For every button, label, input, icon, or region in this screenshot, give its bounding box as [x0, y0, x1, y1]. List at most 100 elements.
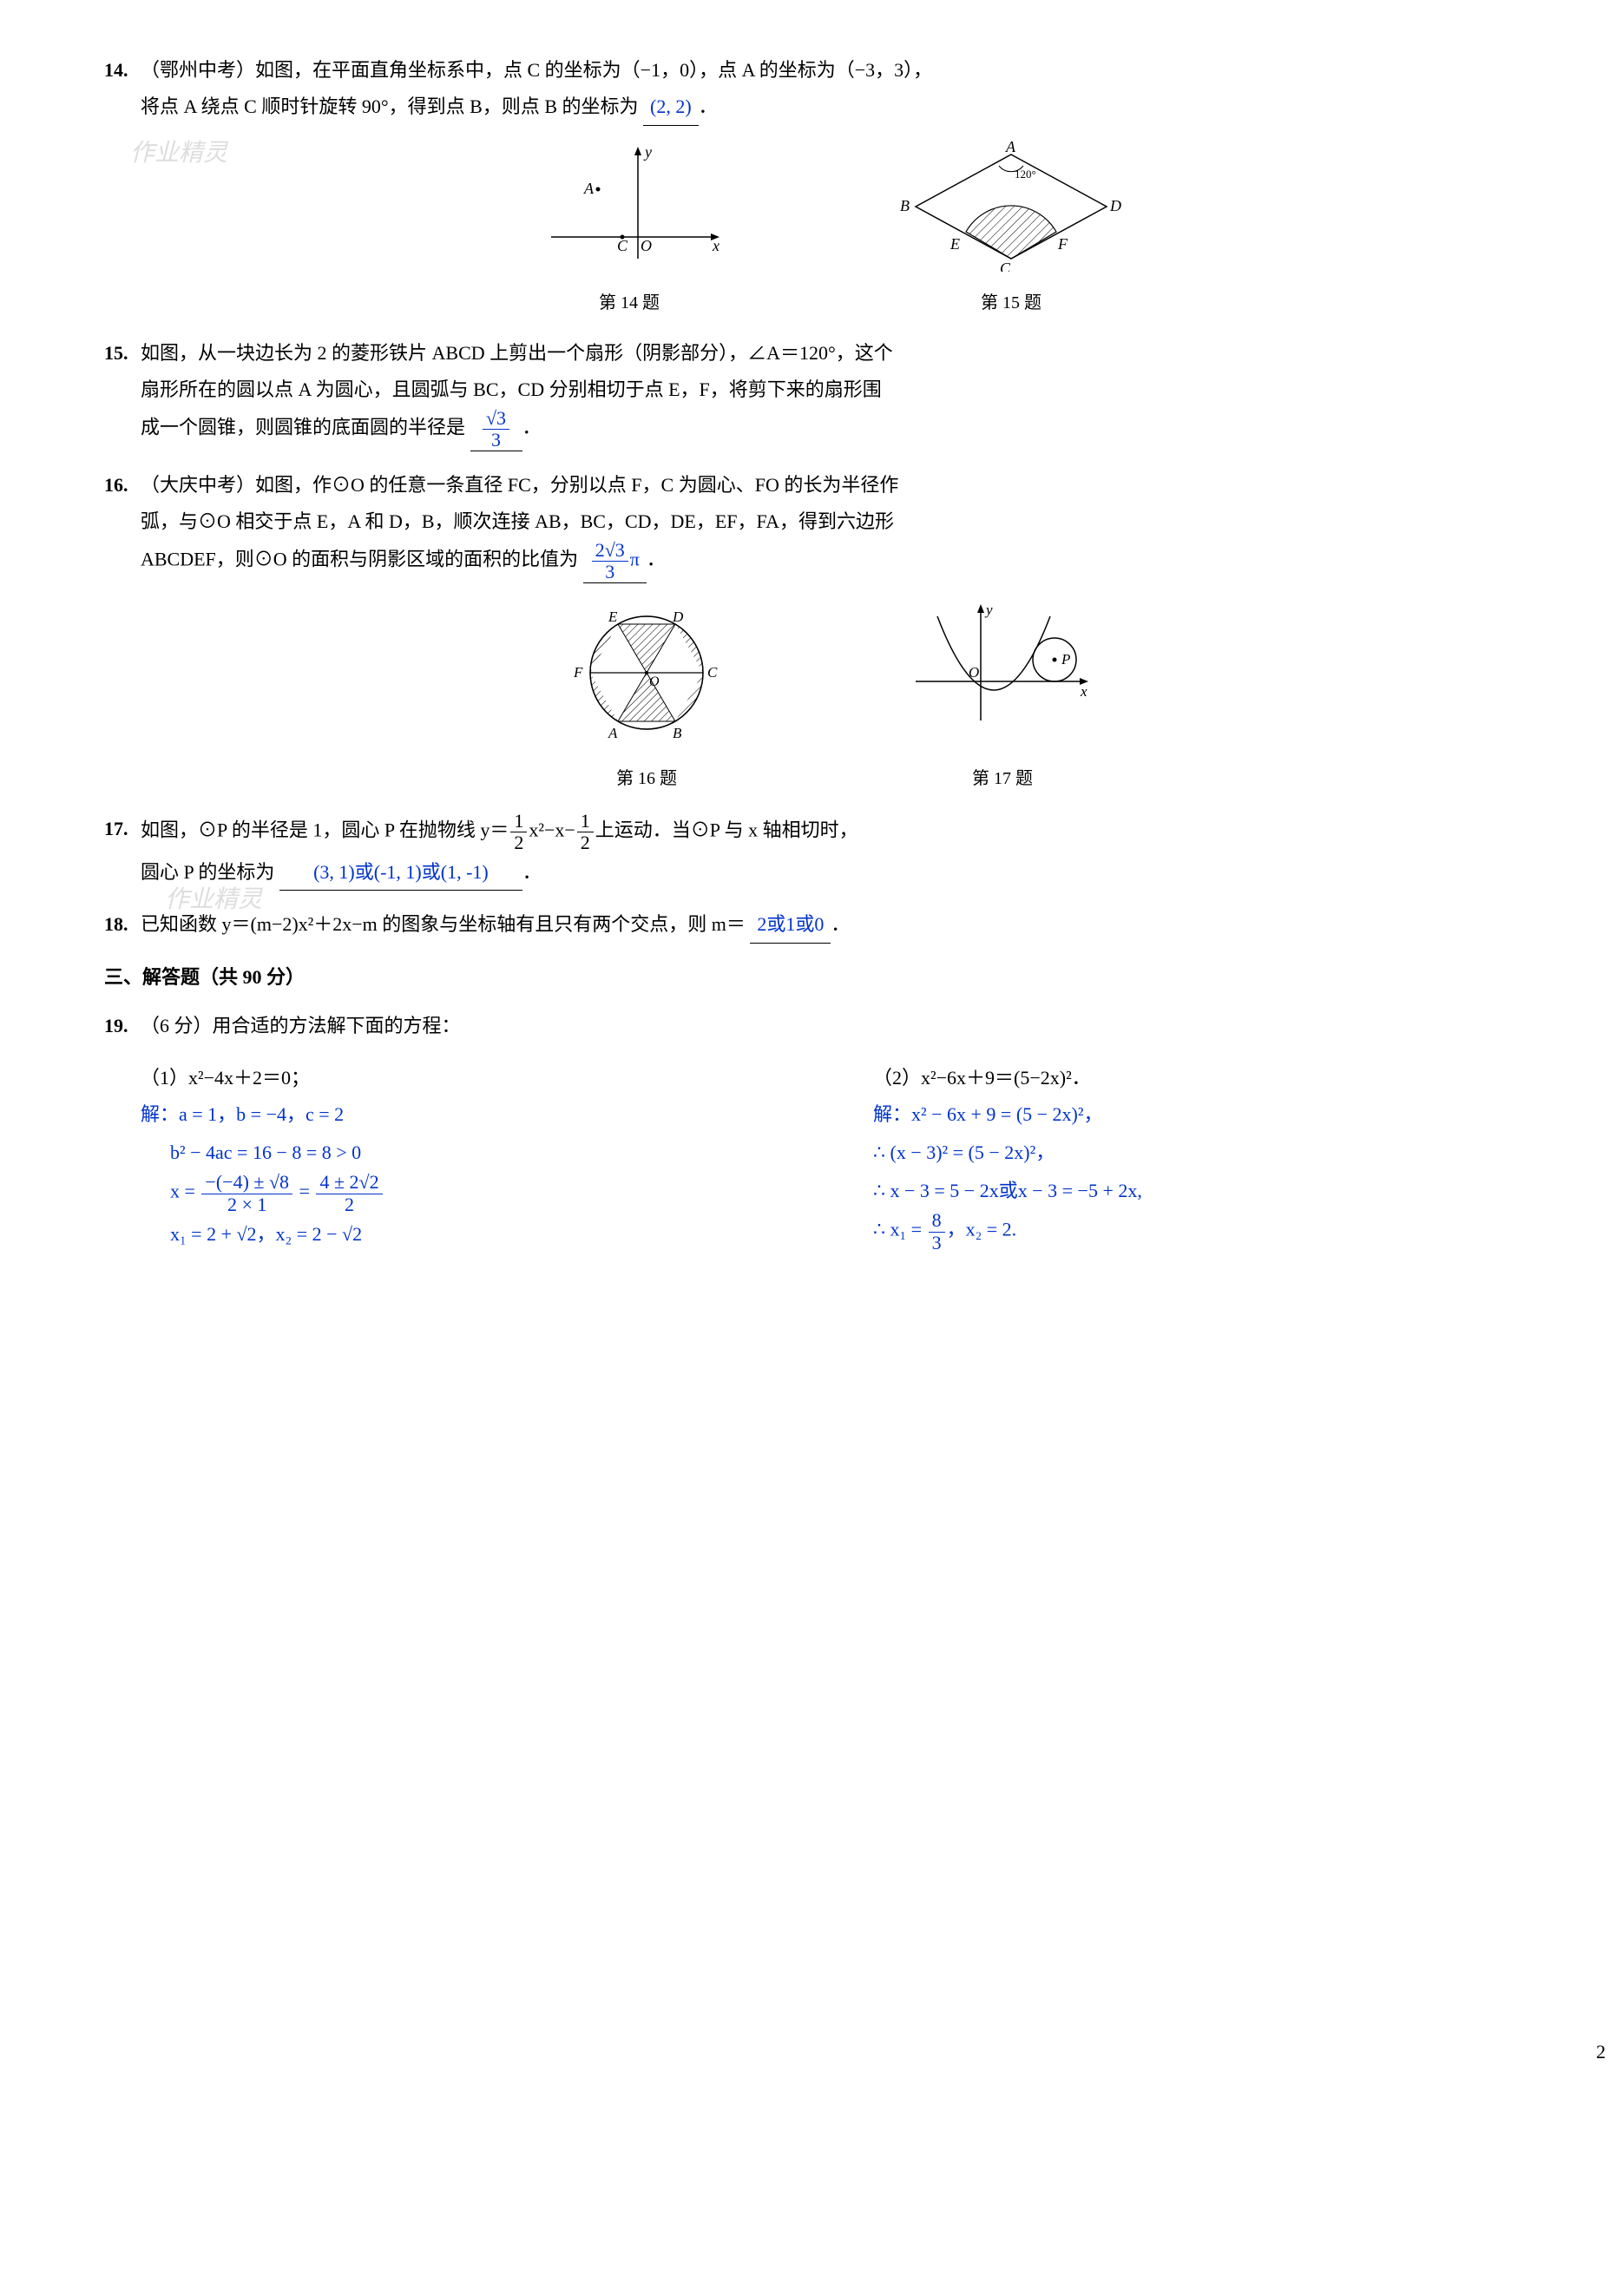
answer-blank: √33	[470, 408, 522, 451]
page-number: 2	[1596, 2034, 1606, 2070]
text: 扇形所在的圆以点 A 为圆心，且圆弧与 BC，CD 分别相切于点 E，F，将剪下…	[141, 378, 882, 400]
text: 已知函数 y＝(m−2)x²＋2x−m 的图象与坐标轴有且只有两个交点，则 m＝	[141, 913, 746, 935]
solution-line: ∴ x₁ = 83，x₂ = 2.	[873, 1210, 1554, 1253]
text: 如图，⊙P 的半径是 1，圆心 P 在抛物线 y＝	[141, 819, 509, 841]
axis-label-y: y	[643, 143, 652, 161]
problem-text: （大庆中考）如图，作⊙O 的任意一条直径 FC，分别以点 F，C 为圆心、FO …	[141, 467, 1554, 583]
axis-label-x: x	[712, 237, 720, 254]
origin-O: O	[969, 664, 979, 681]
answer-blank: (3, 1)或(-1, 1)或(1, -1)	[279, 854, 522, 891]
answer-blank: 2或1或0	[750, 906, 831, 944]
center-O: O	[649, 674, 660, 689]
vertex-E: E	[608, 609, 618, 625]
problem-18: 18. 已知函数 y＝(m−2)x²＋2x−m 的图象与坐标轴有且只有两个交点，…	[104, 906, 1554, 944]
solution-line: x₁ = 2 + √2，x₂ = 2 − √2	[170, 1215, 821, 1253]
text: 将点 A 绕点 C 顺时针旋转 90°，得到点 B，则点 B 的坐标为	[141, 95, 639, 117]
vertex-C: C	[707, 664, 718, 681]
solution-line: ∴ x − 3 = 5 − 2x或x − 3 = −5 + 2x,	[873, 1172, 1554, 1210]
problem-14: 14. （鄂州中考）如图，在平面直角坐标系中，点 C 的坐标为（−1，0），点 …	[104, 52, 1554, 126]
solution-1: （1）x²−4x＋2＝0； 解：a = 1，b = −4，c = 2 b² − …	[141, 1060, 821, 1253]
problem-16: 16. （大庆中考）如图，作⊙O 的任意一条直径 FC，分别以点 F，C 为圆心…	[104, 467, 1554, 583]
sub-problem-head: （1）x²−4x＋2＝0；	[141, 1060, 821, 1096]
problem-text: （6 分）用合适的方法解下面的方程：	[141, 1008, 1554, 1044]
text: ABCDEF，则⊙O 的面积与阴影区域的面积的比值为	[141, 549, 578, 570]
circle-hexagon-figure: E D F C A B O	[560, 599, 733, 747]
frac-den: 2 × 1	[201, 1194, 292, 1215]
frac-num: 4 ± 2√2	[316, 1172, 382, 1194]
solution-line: x = −(−4) ± √82 × 1 = 4 ± 2√22	[170, 1172, 821, 1214]
problem-19: 19. （6 分）用合适的方法解下面的方程：	[104, 1008, 1554, 1044]
figure-caption: 第 15 题	[898, 286, 1124, 319]
solution-2: （2）x²−6x＋9＝(5−2x)²． 解：x² − 6x + 9 = (5 −…	[873, 1060, 1554, 1253]
answer-blank: 2√33π	[583, 540, 647, 583]
answer-suffix: π	[630, 549, 640, 570]
section-heading: 三、解答题（共 90 分）	[104, 959, 1554, 996]
answer-num: 2√3	[592, 540, 628, 562]
text: 弧，与⊙O 相交于点 E，A 和 D，B，顺次连接 AB，BC，CD，DE，EF…	[141, 510, 894, 532]
vertex-B: B	[900, 197, 910, 214]
coord-figure: y x A C O	[534, 141, 725, 272]
figure-14: y x A C O 第 14 题	[534, 141, 725, 320]
text: ．	[522, 417, 542, 438]
text: ．	[522, 861, 542, 883]
figure-caption: 第 16 题	[560, 762, 733, 795]
frac-num: 1	[577, 811, 594, 832]
solution-line: b² − 4ac = 16 − 8 = 8 > 0	[170, 1134, 821, 1172]
point-F: F	[1057, 235, 1068, 253]
answer-num: √3	[483, 408, 509, 430]
solution-line: 解：x² − 6x + 9 = (5 − 2x)²，	[873, 1095, 1554, 1134]
text: （大庆中考）如图，作⊙O 的任意一条直径 FC，分别以点 F，C 为圆心、FO …	[141, 474, 898, 496]
problem-number: 14.	[104, 52, 141, 126]
text: 成一个圆锥，则圆锥的底面圆的半径是	[141, 417, 465, 438]
parabola-circle-figure: P O y x	[907, 599, 1098, 747]
figure-row: E D F C A B O 第 16 题 P O y x 第 17 题	[104, 599, 1554, 795]
frac-den: 2	[510, 832, 527, 853]
problem-text: 如图，⊙P 的半径是 1，圆心 P 在抛物线 y＝12x²−x−12上运动．当⊙…	[141, 811, 1554, 891]
vertex-F: F	[573, 664, 583, 681]
text: x =	[170, 1181, 200, 1202]
text: 上运动．当⊙P 与 x 轴相切时，	[595, 819, 858, 841]
text: =	[294, 1181, 314, 1202]
problem-number: 17.	[104, 811, 141, 891]
problem-number: 16.	[104, 467, 141, 583]
frac-num: 1	[510, 811, 527, 832]
answer-blank: (2, 2)	[643, 89, 699, 126]
frac-num: 8	[929, 1210, 945, 1232]
vertex-B: B	[673, 725, 682, 741]
figure-row: y x A C O 第 14 题 A B C D E F 120°	[104, 141, 1554, 320]
solution-line: ∴ (x − 3)² = (5 − 2x)²，	[873, 1134, 1554, 1172]
frac-den: 3	[929, 1233, 945, 1253]
solutions-row: （1）x²−4x＋2＝0； 解：a = 1，b = −4，c = 2 b² − …	[141, 1060, 1554, 1253]
point-P: P	[1061, 651, 1070, 668]
text: ，x₂ = 2.	[947, 1219, 1017, 1240]
solution-line: 解：a = 1，b = −4，c = 2	[141, 1095, 821, 1134]
text: ．	[831, 913, 850, 935]
point-E: E	[949, 235, 960, 253]
text: ∴ x₁ =	[873, 1219, 927, 1240]
point-C-label: C	[617, 237, 628, 254]
problem-text: 已知函数 y＝(m−2)x²＋2x−m 的图象与坐标轴有且只有两个交点，则 m＝…	[141, 906, 1554, 944]
problem-17: 17. 如图，⊙P 的半径是 1，圆心 P 在抛物线 y＝12x²−x−12上运…	[104, 811, 1554, 891]
answer-den: 3	[592, 562, 628, 582]
text: x²−x−	[529, 819, 575, 841]
vertex-A: A	[608, 725, 618, 741]
text: 如图，从一块边长为 2 的菱形铁片 ABCD 上剪出一个扇形（阴影部分），∠A＝…	[141, 342, 893, 364]
figure-16: E D F C A B O 第 16 题	[560, 599, 733, 795]
problem-number: 15.	[104, 335, 141, 451]
figure-17: P O y x 第 17 题	[907, 599, 1098, 795]
figure-15: A B C D E F 120° 第 15 题	[898, 141, 1124, 320]
axis-x: x	[1080, 683, 1087, 700]
frac-den: 2	[316, 1194, 382, 1215]
origin-label: O	[641, 237, 652, 254]
problem-text: 如图，从一块边长为 2 的菱形铁片 ABCD 上剪出一个扇形（阴影部分），∠A＝…	[141, 335, 1554, 451]
vertex-A: A	[1005, 141, 1016, 155]
text: 圆心 P 的坐标为	[141, 861, 274, 883]
problem-number: 18.	[104, 906, 141, 944]
sub-problem-head: （2）x²−6x＋9＝(5−2x)²．	[873, 1060, 1554, 1096]
problem-text: （鄂州中考）如图，在平面直角坐标系中，点 C 的坐标为（−1，0），点 A 的坐…	[141, 52, 1554, 126]
text: （鄂州中考）如图，在平面直角坐标系中，点 C 的坐标为（−1，0），点 A 的坐…	[141, 59, 932, 81]
answer-den: 3	[483, 430, 509, 451]
problem-15: 15. 如图，从一块边长为 2 的菱形铁片 ABCD 上剪出一个扇形（阴影部分）…	[104, 335, 1554, 451]
rhombus-figure: A B C D E F 120°	[898, 141, 1124, 272]
text: ．	[699, 95, 718, 117]
